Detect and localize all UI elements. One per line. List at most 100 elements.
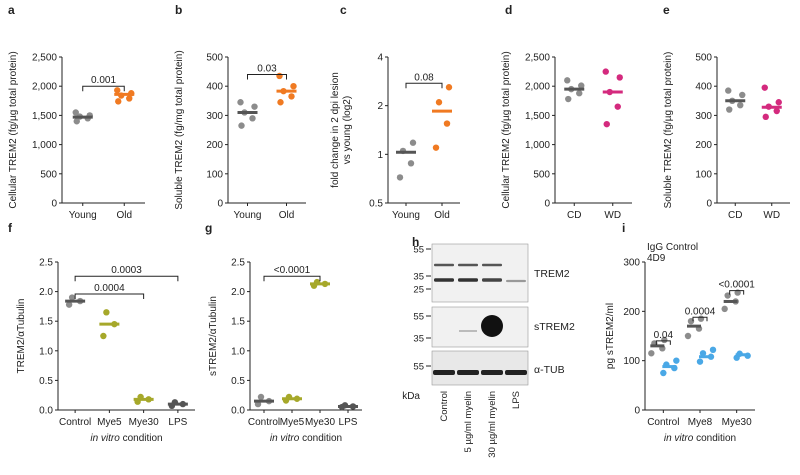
charts: 0 500 1,000 1,500 2,000 2,500 Cellular TREM2 (… bbox=[8, 50, 790, 444]
x-tick-label: Mye30 bbox=[305, 417, 335, 428]
data-point-old bbox=[126, 95, 133, 102]
blot-membrane bbox=[431, 306, 529, 348]
x-axis-label: in vitro condition bbox=[664, 433, 736, 444]
y-tick-label: 200 bbox=[695, 140, 712, 151]
x-tick-label: Control bbox=[59, 417, 91, 428]
panel-letter: g bbox=[205, 221, 212, 235]
data-point-control bbox=[257, 393, 265, 401]
trem2-band bbox=[434, 278, 454, 282]
x-tick-label: CD bbox=[567, 210, 581, 221]
data-point-young bbox=[251, 103, 258, 110]
x-tick-label: LPS bbox=[168, 417, 187, 428]
y-tick-label: 0.5 bbox=[231, 376, 245, 387]
data-point-old bbox=[277, 99, 284, 106]
data-point-4d9 bbox=[673, 357, 680, 364]
y-tick-label: 1.0 bbox=[231, 346, 245, 357]
data-point-cd bbox=[726, 106, 733, 113]
trem2-band-upper bbox=[434, 263, 454, 267]
data-point-wd bbox=[775, 99, 782, 106]
size-marker-label: 35 bbox=[413, 334, 424, 345]
data-point-old bbox=[435, 99, 443, 106]
x-tick-label: WD bbox=[604, 210, 621, 221]
panel-letter: a bbox=[8, 3, 15, 17]
y-axis-label: Cellular TREM2 (fg/µg total protein) bbox=[501, 51, 512, 208]
y-tick-label: 500 bbox=[206, 53, 223, 64]
p-value-label: 0.001 bbox=[91, 75, 116, 86]
y-tick-label: 1,000 bbox=[32, 140, 57, 151]
tubulin-band bbox=[457, 370, 479, 375]
data-point-old bbox=[443, 120, 451, 127]
significance-bracket bbox=[263, 275, 321, 282]
y-tick-label: 2.5 bbox=[39, 258, 53, 269]
x-tick-label: Mye5 bbox=[97, 417, 122, 428]
y-tick-label: 0 bbox=[544, 199, 550, 210]
data-point-cd bbox=[576, 90, 583, 97]
data-point-wd bbox=[602, 68, 609, 75]
data-point-4d9 bbox=[709, 346, 717, 354]
y-tick-label: 0 bbox=[634, 406, 640, 417]
y-tick-label: 500 bbox=[40, 169, 57, 180]
y-tick-label: 2 bbox=[377, 101, 383, 112]
tubulin-band bbox=[433, 370, 455, 375]
x-tick-label: Mye5 bbox=[280, 417, 305, 428]
x-axis-label: in vitro condition bbox=[270, 433, 342, 444]
y-tick-label: 500 bbox=[695, 53, 712, 64]
y-tick-label: 0.0 bbox=[231, 406, 245, 417]
x-tick-label: WD bbox=[763, 210, 780, 221]
x-tick-label: Mye8 bbox=[688, 417, 713, 428]
size-marker-label: 55 bbox=[413, 312, 424, 323]
data-point-young bbox=[396, 174, 404, 181]
strem2-band bbox=[459, 330, 477, 332]
y-tick-label: 0.0 bbox=[39, 406, 53, 417]
y-axis-label: fold change in 2 dpi lesionvs young (log… bbox=[330, 72, 353, 188]
size-marker-label: 55 bbox=[413, 362, 424, 373]
data-point-igg-control bbox=[721, 305, 728, 313]
size-marker-label: 55 bbox=[413, 245, 424, 256]
x-tick-label: Young bbox=[392, 210, 420, 221]
data-point-old bbox=[276, 72, 283, 80]
data-point-mye5 bbox=[103, 309, 110, 316]
data-point-young bbox=[73, 118, 80, 125]
panel-letter: i bbox=[622, 221, 625, 235]
protein-label: α-TUB bbox=[534, 364, 565, 376]
data-point-young bbox=[237, 99, 244, 106]
data-point-old bbox=[445, 84, 453, 91]
data-point-wd bbox=[761, 84, 768, 91]
y-axis-label: Soluble TREM2 (fg/mg total protein) bbox=[174, 50, 185, 209]
tubulin-band bbox=[505, 370, 527, 375]
y-tick-label: 2,500 bbox=[32, 53, 57, 64]
significance-bracket bbox=[74, 293, 145, 299]
y-tick-label: 1,500 bbox=[32, 111, 57, 122]
data-point-young bbox=[407, 160, 415, 167]
chart-e: 0 100 200 300 400 500 Soluble TREM2 (fg/µg tot… bbox=[663, 52, 790, 221]
y-tick-label: 2,500 bbox=[525, 53, 550, 64]
panel-letter: f bbox=[8, 221, 13, 235]
x-tick-label: Old bbox=[434, 210, 450, 221]
trem2-band-upper bbox=[458, 263, 478, 267]
y-tick-label: 2.0 bbox=[231, 287, 245, 298]
data-point-wd bbox=[762, 113, 769, 121]
y-tick-label: 2.0 bbox=[39, 287, 53, 298]
y-tick-label: 1,000 bbox=[525, 140, 550, 151]
size-marker-label: 35 bbox=[413, 272, 424, 283]
y-axis-label: TREM2/αTubulin bbox=[16, 299, 27, 374]
protein-label: TREM2 bbox=[534, 268, 570, 280]
chart-g: 0.0 0.5 1.0 1.5 2.0 2.5 sTREM2/αTubulin Control… bbox=[208, 258, 362, 444]
p-value-label: 0.08 bbox=[414, 72, 434, 83]
y-tick-label: 1.5 bbox=[39, 317, 53, 328]
panel-letter: h bbox=[412, 235, 419, 249]
p-value-label: 0.0003 bbox=[111, 265, 142, 276]
panel-letter: e bbox=[663, 3, 670, 17]
x-tick-label: Mye30 bbox=[722, 417, 752, 428]
data-point-4d9 bbox=[660, 369, 667, 377]
trem2-band-upper bbox=[482, 263, 502, 267]
y-tick-label: 1.0 bbox=[39, 346, 53, 357]
data-point-igg-control bbox=[648, 350, 655, 357]
trem2-band bbox=[458, 278, 478, 282]
chart-c: 0.5 1 2 4 fold change in 2 dpi lesionvs youn… bbox=[330, 53, 460, 221]
data-point-cd bbox=[564, 77, 571, 84]
p-value-label: <0.0001 bbox=[718, 280, 755, 291]
data-point-4d9 bbox=[696, 358, 704, 365]
lane-label: Control bbox=[439, 391, 450, 422]
